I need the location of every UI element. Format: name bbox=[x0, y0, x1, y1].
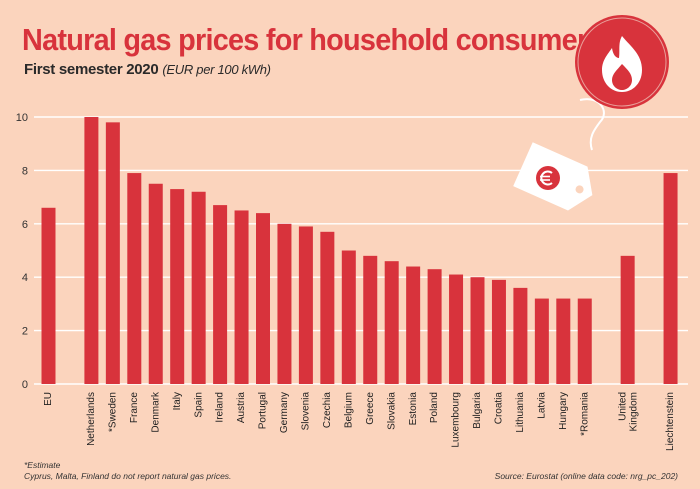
bar bbox=[406, 266, 421, 384]
x-tick-label: Croatia bbox=[494, 392, 505, 425]
x-tick-label-line: United bbox=[618, 392, 629, 421]
bar bbox=[256, 213, 270, 384]
x-tick-label: *Romania bbox=[579, 392, 590, 436]
source-note: Source: Eurostat (online data code: nrg_… bbox=[494, 471, 678, 481]
x-tick-label: Germany bbox=[279, 392, 290, 433]
unit-label: (EUR per 100 kWh) bbox=[162, 62, 271, 77]
x-tick-label: Liechtenstein bbox=[665, 392, 676, 451]
bar bbox=[277, 223, 292, 384]
footnote-estimate: *Estimate bbox=[24, 460, 61, 470]
y-tick-label: 4 bbox=[22, 272, 28, 284]
subtitle-text: First semester 2020 bbox=[24, 61, 159, 78]
y-tick-label: 2 bbox=[22, 326, 28, 338]
x-tick-label: *Sweden bbox=[107, 392, 118, 432]
bar bbox=[127, 173, 142, 384]
x-tick-label: Hungary bbox=[558, 392, 569, 430]
x-tick-label: Czechia bbox=[322, 392, 333, 429]
x-tick-label: Bulgaria bbox=[472, 392, 483, 429]
chart-subtitle: First semester 2020 (EUR per 100 kWh) bbox=[24, 61, 271, 78]
y-tick-label: 10 bbox=[16, 112, 28, 124]
x-tick-label: Denmark bbox=[150, 391, 161, 433]
bar bbox=[620, 255, 635, 384]
bar bbox=[363, 255, 378, 384]
y-axis-ticks: 0 2 4 6 8 10 bbox=[16, 112, 28, 391]
x-tick-label-line: Kingdom bbox=[629, 392, 640, 431]
bar bbox=[234, 210, 249, 384]
tag-string bbox=[579, 98, 605, 151]
bar bbox=[384, 261, 399, 384]
badge-ring bbox=[577, 17, 667, 107]
x-tick-label: Spain bbox=[193, 392, 204, 418]
x-tick-label: France bbox=[129, 392, 140, 424]
x-tick-label: Greece bbox=[365, 392, 376, 425]
bar bbox=[41, 207, 56, 384]
bar bbox=[84, 117, 99, 384]
x-tick-label: Slovakia bbox=[386, 392, 397, 430]
x-tick-label: Latvia bbox=[536, 392, 547, 419]
x-tick-label: Poland bbox=[429, 392, 440, 423]
x-tick-label: UnitedKingdom bbox=[618, 392, 640, 431]
bar bbox=[513, 287, 528, 384]
x-tick-label: Estonia bbox=[408, 392, 419, 426]
chart-title: Natural gas prices for household consume… bbox=[22, 22, 604, 57]
x-tick-label: Portugal bbox=[258, 392, 269, 429]
x-tick-label: Luxembourg bbox=[451, 392, 462, 448]
y-tick-label: 0 bbox=[22, 379, 28, 391]
bar bbox=[298, 226, 313, 384]
x-tick-label: Netherlands bbox=[86, 392, 97, 446]
tag-hole bbox=[575, 185, 584, 194]
y-tick-label: 6 bbox=[22, 219, 28, 231]
flame-inner bbox=[612, 64, 632, 90]
bar bbox=[320, 231, 335, 384]
price-tag-icon bbox=[513, 98, 605, 211]
y-tick-label: 8 bbox=[22, 165, 28, 177]
bar bbox=[341, 250, 356, 384]
bar bbox=[427, 269, 442, 384]
bar bbox=[449, 274, 464, 384]
bar bbox=[556, 298, 571, 384]
bar bbox=[191, 191, 206, 384]
bar bbox=[148, 183, 163, 384]
x-tick-label: Italy bbox=[172, 392, 183, 410]
euro-plug-icon bbox=[536, 166, 560, 190]
x-tick-label: Ireland bbox=[215, 392, 226, 423]
x-tick-label: Lithuania bbox=[515, 392, 526, 433]
x-tick-label: EU bbox=[43, 392, 54, 406]
x-axis-labels: EU Netherlands *Sweden France Denmark Italy Sp… bbox=[43, 391, 676, 451]
bar bbox=[663, 173, 678, 384]
bar bbox=[534, 298, 549, 384]
bar bbox=[213, 205, 228, 384]
bar bbox=[491, 279, 506, 384]
x-tick-label: Slovenia bbox=[301, 392, 312, 431]
bar bbox=[105, 122, 120, 384]
footnote-missing: Cyprus, Malta, Finland do not report nat… bbox=[24, 471, 232, 481]
bars bbox=[41, 117, 678, 384]
bar bbox=[577, 298, 592, 384]
bar bbox=[470, 277, 485, 384]
x-tick-label: Belgium bbox=[343, 392, 354, 428]
x-tick-label: Austria bbox=[236, 392, 247, 424]
bar bbox=[170, 189, 185, 384]
flame-icon bbox=[575, 15, 669, 109]
